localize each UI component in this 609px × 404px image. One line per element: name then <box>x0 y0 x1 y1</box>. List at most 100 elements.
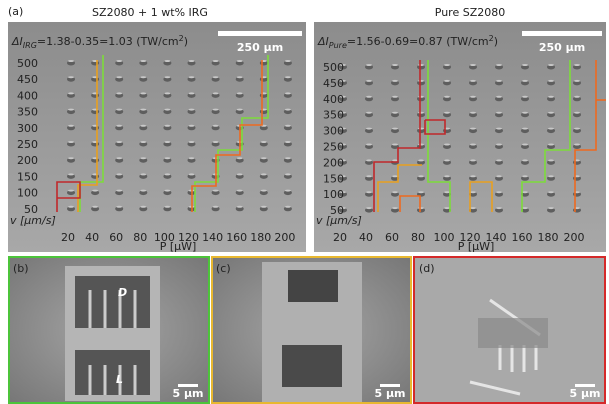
structure-highlight <box>574 112 580 114</box>
structure-highlight <box>68 60 74 62</box>
structure-highlight <box>366 80 372 82</box>
y-tick-label: 350 <box>17 106 38 119</box>
structure-highlight <box>444 64 450 66</box>
structure-highlight <box>522 175 528 177</box>
structure-highlight <box>522 64 528 66</box>
structure-highlight <box>237 206 243 208</box>
y-tick-label: 250 <box>323 141 344 154</box>
structure-highlight <box>285 157 291 159</box>
structure-highlight <box>68 125 74 127</box>
structure-highlight <box>237 157 243 159</box>
y-tick-label: 200 <box>323 156 344 169</box>
structure-highlight <box>548 144 554 146</box>
structure-highlight <box>68 109 74 111</box>
structure-highlight <box>116 190 122 192</box>
structure-highlight <box>470 128 476 130</box>
structure-highlight <box>392 144 398 146</box>
structure-highlight <box>496 64 502 66</box>
structure-highlight <box>213 125 219 127</box>
structure-highlight <box>140 206 146 208</box>
structure-highlight <box>213 92 219 94</box>
structure-highlight <box>392 175 398 177</box>
structure-highlight <box>574 80 580 82</box>
structure-highlight <box>189 76 195 78</box>
structure-highlight <box>285 141 291 143</box>
structure-highlight <box>285 206 291 208</box>
scale-bar-label: 250 µm <box>539 41 585 54</box>
structure-highlight <box>261 157 267 159</box>
x-tick-label: 200 <box>274 231 295 244</box>
structure-highlight <box>164 92 170 94</box>
structure-highlight <box>366 128 372 130</box>
structure-highlight <box>548 64 554 66</box>
structure-highlight <box>548 112 554 114</box>
structure-highlight <box>366 112 372 114</box>
structure-highlight <box>366 191 372 193</box>
structure-highlight <box>470 80 476 82</box>
structure-highlight <box>418 207 424 209</box>
panel-label: (a) <box>8 5 23 18</box>
structure-highlight <box>444 159 450 161</box>
panel-label: (c) <box>216 262 231 275</box>
structure-highlight <box>213 206 219 208</box>
structure-highlight <box>574 128 580 130</box>
y-tick-label: 500 <box>17 57 38 70</box>
structure-highlight <box>164 173 170 175</box>
structure-highlight <box>470 159 476 161</box>
structure-highlight <box>164 109 170 111</box>
scale-bar <box>218 31 302 36</box>
structure-highlight <box>392 159 398 161</box>
structure-highlight <box>140 92 146 94</box>
structure-highlight <box>366 207 372 209</box>
structure-highlight <box>261 206 267 208</box>
structure-highlight <box>68 76 74 78</box>
x-tick-label: 180 <box>538 231 559 244</box>
structure-highlight <box>285 190 291 192</box>
x-tick-label: 140 <box>202 231 223 244</box>
structure-highlight <box>237 109 243 111</box>
panel-title: Pure SZ2080 <box>435 6 505 19</box>
structure-highlight <box>237 190 243 192</box>
x-tick-label: 160 <box>512 231 533 244</box>
structure <box>478 318 548 348</box>
structure-highlight <box>285 109 291 111</box>
structure-highlight <box>366 159 372 161</box>
structure-highlight <box>68 141 74 143</box>
structure-highlight <box>140 125 146 127</box>
structure-highlight <box>366 144 372 146</box>
structure-highlight <box>392 64 398 66</box>
dimension-label: L <box>116 373 123 386</box>
y-tick-label: 450 <box>323 77 344 90</box>
structure-highlight <box>116 141 122 143</box>
structure-highlight <box>496 112 502 114</box>
y-tick-label: 150 <box>323 172 344 185</box>
structure-highlight <box>418 80 424 82</box>
structure-highlight <box>444 96 450 98</box>
structure-highlight <box>261 190 267 192</box>
x-tick-label: 20 <box>333 231 347 244</box>
structure-highlight <box>189 157 195 159</box>
structure-highlight <box>470 112 476 114</box>
structure-highlight <box>418 159 424 161</box>
figure: (a) SZ2080 + 1 wt% IRG Pure SZ2080 ΔIIRG… <box>0 0 609 404</box>
structure-highlight <box>522 191 528 193</box>
structure-highlight <box>140 190 146 192</box>
y-tick-label: 50 <box>330 204 344 217</box>
structure-highlight <box>189 60 195 62</box>
structure-highlight <box>213 141 219 143</box>
x-tick-label: 40 <box>85 231 99 244</box>
structure-highlight <box>164 206 170 208</box>
structure-highlight <box>392 191 398 193</box>
structure-highlight <box>285 92 291 94</box>
structure-highlight <box>548 175 554 177</box>
structure-highlight <box>444 191 450 193</box>
structure-highlight <box>392 207 398 209</box>
structure-highlight <box>140 141 146 143</box>
structure-highlight <box>496 128 502 130</box>
panel-label: (d) <box>419 262 435 275</box>
x-tick-label: 180 <box>250 231 271 244</box>
structure-highlight <box>418 96 424 98</box>
structure-highlight <box>418 144 424 146</box>
window <box>288 270 338 302</box>
structure-highlight <box>522 128 528 130</box>
